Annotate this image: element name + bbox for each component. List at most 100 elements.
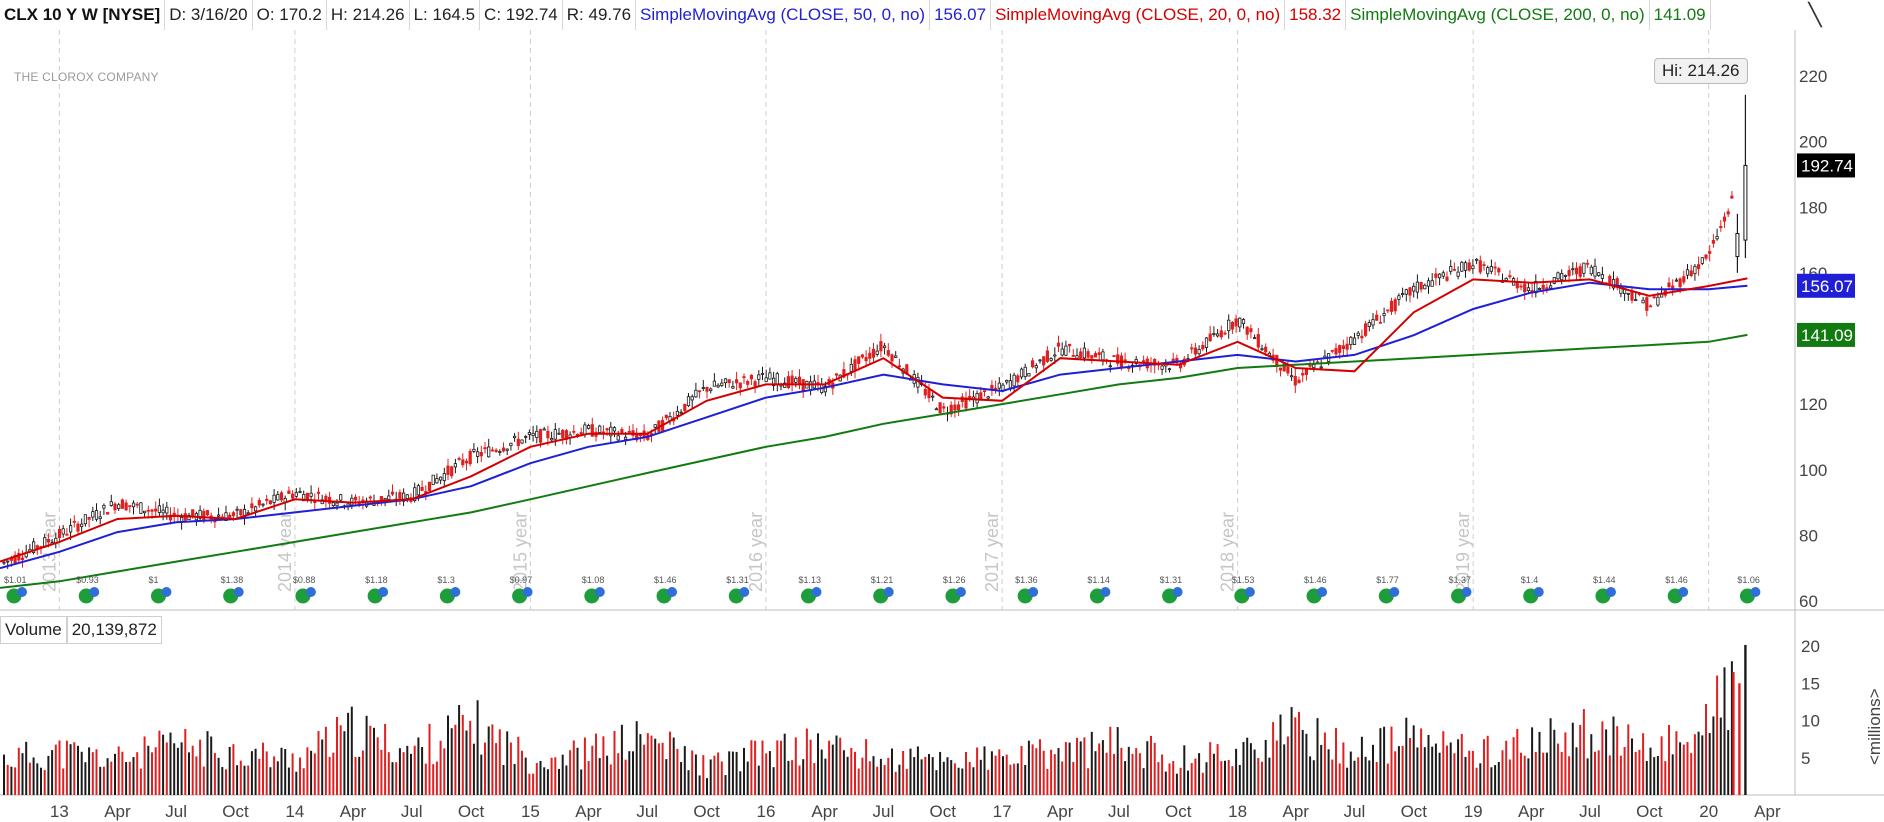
volume-bar [1708,733,1711,795]
volume-bar [14,767,17,795]
volume-bar [1153,742,1156,795]
volume-bar [1557,743,1559,795]
candle-body [80,523,84,527]
volume-bar [287,767,290,795]
volume-bar [343,731,346,795]
volume-bar [669,731,671,795]
volume-bar [139,768,142,795]
volume-bar [950,760,953,795]
volume-bar [1042,750,1045,795]
volume-bar [654,738,657,795]
candle-body [1160,365,1164,370]
candle-body [1743,164,1748,241]
volume-bar [521,750,523,795]
x-tick-label: Apr [1282,802,1309,821]
candle-body [609,426,613,437]
candle-body [1264,346,1268,353]
volume-bar [609,764,612,795]
candle-body [1016,375,1020,383]
volume-bar [780,740,782,795]
volume-bar [1198,753,1201,795]
sma50-study-label[interactable]: SimpleMovingAvg (CLOSE, 50, 0, no) [636,0,931,30]
x-tick-label: Jul [1579,802,1601,821]
volume-bar [1523,755,1526,795]
volume-bar [250,751,253,795]
candle-body [535,430,539,438]
volume-bar [461,714,464,795]
volume-bar [998,749,1001,795]
candle-body [705,386,709,392]
candle-body [505,448,509,451]
volume-bar [1039,739,1041,795]
candle-body [335,502,339,507]
candle-body [1626,292,1630,295]
candle-body [760,372,765,375]
volume-bar [6,764,9,795]
volume-bar [1194,758,1197,795]
volume-bar [865,739,868,795]
candle-body [298,491,302,493]
volume-bar [1105,752,1108,795]
volume-bar [162,734,165,795]
earnings-icon [1317,587,1328,597]
volume-bar [1372,744,1374,795]
volume-bar [62,768,65,795]
dividend-label: $1.36 [1015,575,1038,585]
candle-body [202,510,206,521]
candle-body [1101,351,1105,361]
volume-bar [506,731,509,795]
volume-bar [994,755,997,795]
candle-body [1430,280,1434,287]
candle-body [1042,356,1046,366]
company-logo: THE CLOROX COMPANY [14,70,159,84]
volume-bar [202,766,205,795]
volume-bar [417,737,420,795]
volume-bar [1268,757,1271,795]
candle-body [1497,268,1501,273]
candle-body [98,516,102,519]
candle-body [1197,349,1201,355]
volume-bar [317,731,320,795]
volume-bar [180,742,183,795]
volume-bar [513,764,516,795]
candle-body [1278,367,1283,371]
candle-body [1382,313,1386,317]
volume-bar [820,749,823,795]
candle-body [794,377,798,383]
volume-bar [347,712,350,795]
candle-body [265,498,269,501]
volume-bar [1172,761,1175,795]
volume-bar [1497,762,1500,795]
symbol-label[interactable]: CLX 10 Y W [NYSE] [0,0,166,30]
candle-body [1167,368,1172,371]
candle-body [1216,333,1220,337]
volume-bar [1486,735,1489,795]
volume-bar [284,749,287,795]
draw-tool-icon[interactable]: ╲ [1808,2,1822,27]
volume-bar [487,726,490,795]
candle-body [1097,352,1101,356]
volume-bar [80,751,83,795]
high-bubble: Hi: 214.26 [1654,58,1748,84]
volume-bar [939,751,942,795]
dividend-label: $1.46 [654,575,677,585]
volume-bar [299,757,301,795]
earnings-icon [233,587,244,597]
volume-bar [443,748,446,795]
volume-bar [350,706,353,795]
price-tick-label: 180 [1799,198,1827,217]
volume-bar [1353,760,1356,795]
volume-bar [1009,764,1012,795]
volume-bar [731,751,734,795]
candle-body [553,429,557,440]
volume-bar [1460,733,1463,795]
candle-body [1201,344,1205,350]
candle-body [686,396,691,407]
candle-body [1349,336,1353,346]
sma20-study-label[interactable]: SimpleMovingAvg (CLOSE, 20, 0, no) [991,0,1286,30]
volume-bar [1127,746,1130,795]
candle-body [431,474,435,485]
candle-body [1312,364,1316,368]
sma200-study-label[interactable]: SimpleMovingAvg (CLOSE, 200, 0, no) [1346,0,1650,30]
